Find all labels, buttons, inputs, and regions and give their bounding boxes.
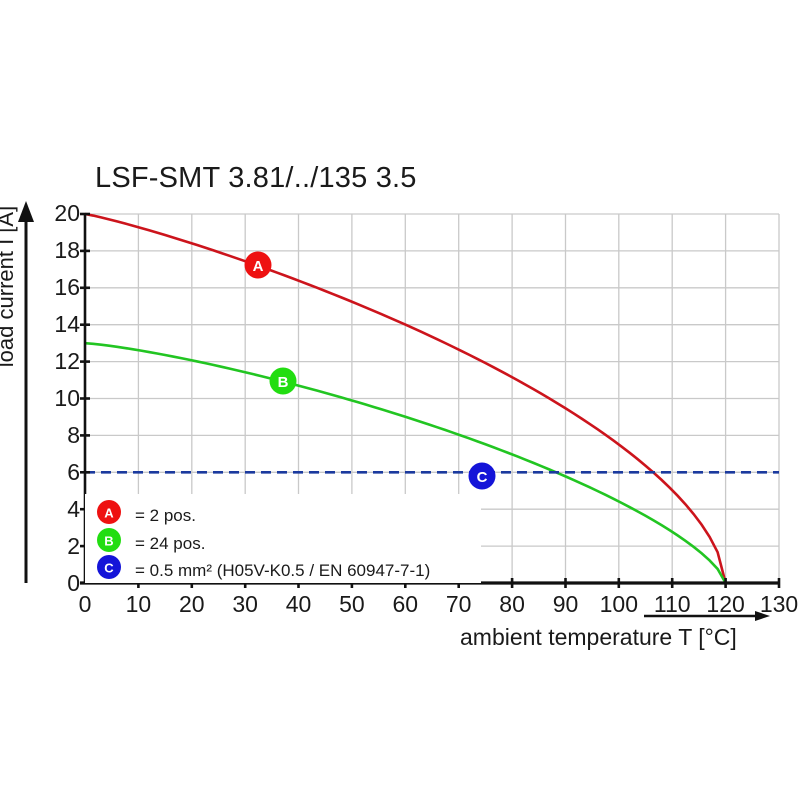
svg-text:50: 50 (339, 591, 365, 617)
svg-text:16: 16 (54, 274, 80, 300)
svg-text:130: 130 (760, 591, 798, 617)
svg-text:load current I [A]: load current I [A] (0, 206, 18, 367)
svg-text:100: 100 (600, 591, 638, 617)
svg-text:12: 12 (54, 348, 80, 374)
svg-text:20: 20 (54, 200, 80, 226)
svg-text:A: A (253, 258, 264, 275)
svg-text:70: 70 (446, 591, 472, 617)
svg-text:= 2 pos.: = 2 pos. (135, 506, 196, 525)
svg-text:14: 14 (54, 311, 80, 337)
svg-text:4: 4 (67, 496, 80, 522)
svg-text:A: A (104, 506, 114, 521)
svg-text:120: 120 (706, 591, 744, 617)
svg-text:10: 10 (54, 385, 80, 411)
svg-text:18: 18 (54, 237, 80, 263)
svg-text:= 0.5 mm² (H05V-K0.5 / EN 6094: = 0.5 mm² (H05V-K0.5 / EN 60947-7-1) (135, 561, 430, 580)
svg-text:8: 8 (67, 422, 80, 448)
svg-text:90: 90 (553, 591, 579, 617)
svg-text:20: 20 (179, 591, 205, 617)
svg-text:30: 30 (232, 591, 258, 617)
svg-text:C: C (104, 561, 114, 576)
svg-text:2: 2 (67, 533, 80, 559)
svg-text:10: 10 (126, 591, 152, 617)
svg-text:80: 80 (499, 591, 525, 617)
svg-text:0: 0 (79, 591, 92, 617)
svg-text:B: B (104, 534, 113, 549)
svg-text:6: 6 (67, 459, 80, 485)
svg-text:ambient temperature T [°C]: ambient temperature T [°C] (460, 624, 737, 650)
svg-text:= 24 pos.: = 24 pos. (135, 534, 205, 553)
svg-text:60: 60 (393, 591, 419, 617)
svg-text:110: 110 (654, 591, 691, 617)
svg-text:B: B (278, 374, 289, 391)
svg-text:C: C (477, 469, 488, 486)
svg-text:40: 40 (286, 591, 312, 617)
